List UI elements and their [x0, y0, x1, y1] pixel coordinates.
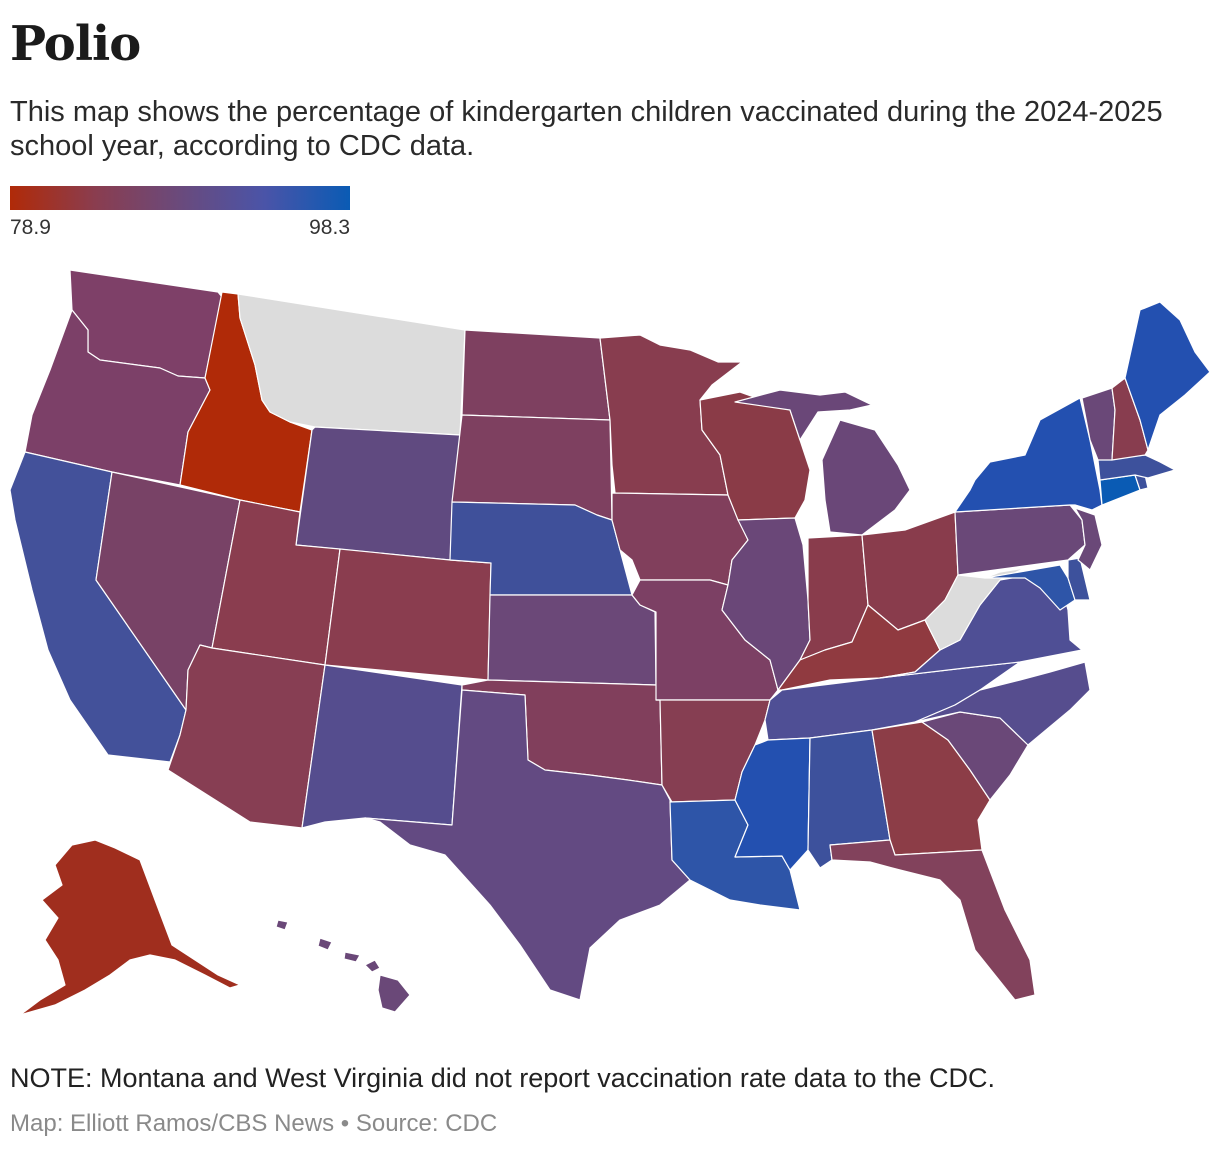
legend-gradient-bar	[10, 186, 350, 210]
state-new-jersey[interactable]	[1074, 507, 1103, 571]
state-new-york[interactable]	[954, 397, 1103, 513]
map-credit: Map: Elliott Ramos/CBS News • Source: CD…	[10, 1110, 498, 1137]
state-montana[interactable]	[237, 293, 466, 436]
state-alaska[interactable]	[19, 839, 241, 1016]
state-delaware[interactable]	[1067, 557, 1091, 601]
state-illinois[interactable]	[721, 517, 811, 691]
state-maryland[interactable]	[984, 564, 1076, 611]
state-colorado[interactable]	[324, 548, 492, 681]
state-massachusetts[interactable]	[1097, 454, 1176, 481]
map-title: Polio	[10, 16, 141, 72]
state-florida[interactable]	[829, 839, 1036, 1001]
state-north-dakota[interactable]	[461, 329, 611, 421]
color-legend: 78.9 98.3	[10, 186, 350, 239]
legend-min-label: 78.9	[10, 216, 51, 239]
state-hawaii[interactable]	[275, 919, 411, 1013]
us-choropleth-map	[9, 269, 1211, 1016]
state-west-virginia[interactable]	[924, 567, 1026, 651]
state-kansas[interactable]	[487, 594, 657, 686]
state-wyoming[interactable]	[295, 426, 461, 561]
legend-max-label: 98.3	[309, 216, 350, 239]
map-subtitle: This map shows the percentage of kinderg…	[10, 96, 1163, 162]
data-note: NOTE: Montana and West Virginia did not …	[10, 1063, 996, 1093]
state-pennsylvania[interactable]	[954, 504, 1086, 576]
state-michigan[interactable]	[734, 389, 911, 536]
state-iowa[interactable]	[611, 492, 749, 586]
state-north-carolina[interactable]	[914, 661, 1091, 746]
state-new-mexico[interactable]	[301, 664, 463, 829]
state-nebraska[interactable]	[449, 501, 633, 596]
state-texas[interactable]	[364, 689, 691, 1001]
state-maine[interactable]	[1124, 301, 1211, 451]
state-arizona[interactable]	[167, 644, 326, 829]
